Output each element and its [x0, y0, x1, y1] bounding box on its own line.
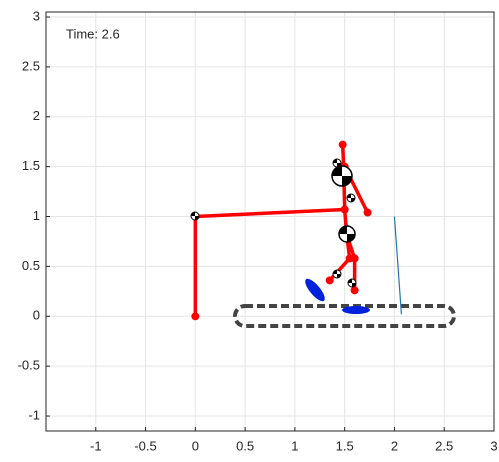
annotation: Time: 2.6	[66, 26, 120, 41]
joint	[350, 286, 359, 295]
x-tick-label: 2	[391, 438, 398, 453]
foot	[305, 278, 325, 302]
axes-box	[45, 11, 495, 432]
plot-area	[46, 12, 494, 431]
y-tick-label: -1	[28, 407, 40, 422]
joint	[363, 208, 372, 217]
y-tick-label: 2.5	[22, 58, 40, 73]
x-tick-label: 0.5	[236, 438, 254, 453]
foot	[342, 306, 370, 314]
joint	[350, 254, 359, 263]
joint	[340, 205, 349, 214]
y-tick-label: 0.5	[22, 258, 40, 273]
series-line	[340, 144, 349, 235]
y-tick-label: 3	[33, 8, 40, 23]
joint	[325, 276, 334, 285]
x-tick-label: 1	[291, 438, 298, 453]
series-line	[393, 216, 403, 315]
joint	[338, 140, 347, 149]
x-tick-label: 2.5	[435, 438, 453, 453]
grid	[46, 12, 495, 431]
y-tick-label: 2	[33, 108, 40, 123]
y-tick-label: 1	[33, 208, 40, 223]
y-tick-label: -0.5	[18, 358, 40, 373]
com-markers	[190, 158, 357, 288]
x-tick-label: -0.5	[134, 438, 156, 453]
y-tick-label: 1.5	[22, 158, 40, 173]
x-tick-label: 1.5	[336, 438, 354, 453]
treadmill	[233, 304, 456, 328]
x-tick-label: 3	[490, 438, 497, 453]
joint	[191, 312, 200, 321]
x-tick-label: 0	[192, 438, 199, 453]
x-tick-label: -1	[90, 438, 102, 453]
y-tick-label: 0	[33, 308, 40, 323]
